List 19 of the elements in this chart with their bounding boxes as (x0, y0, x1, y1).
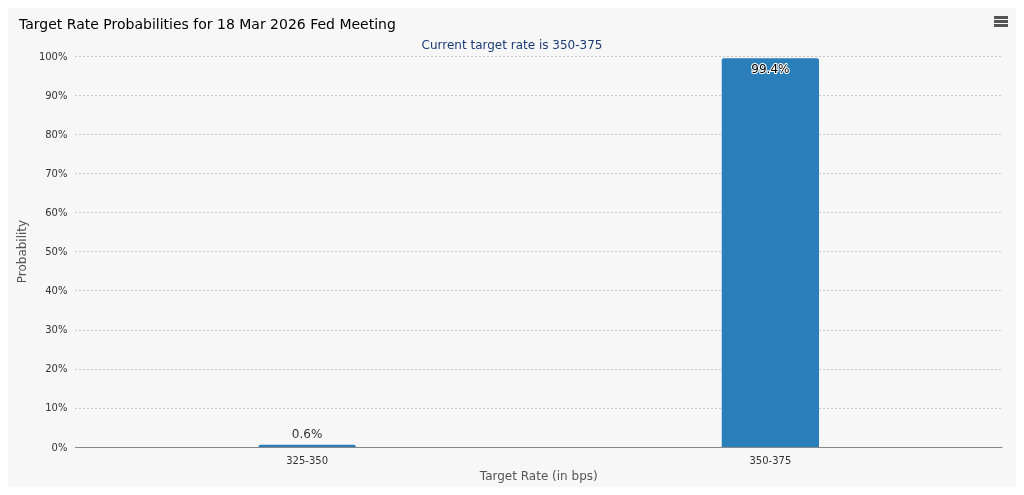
y-tick-label: 40% (45, 285, 68, 297)
y-tick-label: 60% (45, 206, 68, 218)
x-axis-title: Target Rate (in bps) (478, 469, 598, 483)
data-label: 0.6% (291, 426, 323, 441)
y-axis-title: Probability (15, 219, 29, 284)
y-tick-label: 100% (38, 50, 68, 62)
y-tick-label: 80% (45, 128, 68, 140)
x-tick-label: 350-375 (749, 454, 792, 466)
y-tick-label: 20% (45, 363, 68, 375)
data-label: 99.4% (751, 62, 790, 77)
y-tick-label: 10% (45, 402, 68, 414)
y-tick-label: 0% (51, 441, 68, 453)
y-tick-label: 30% (45, 324, 68, 336)
x-tick-label: 325-350 (286, 454, 329, 466)
y-tick-label: 90% (45, 89, 68, 101)
chart-title: Target Rate Probabilities for 18 Mar 2026 Fed Meeting (18, 16, 396, 32)
chart-subtitle: Current target rate is 350-375 (421, 38, 603, 52)
y-tick-label: 70% (45, 167, 68, 179)
y-tick-label: 50% (45, 246, 68, 258)
